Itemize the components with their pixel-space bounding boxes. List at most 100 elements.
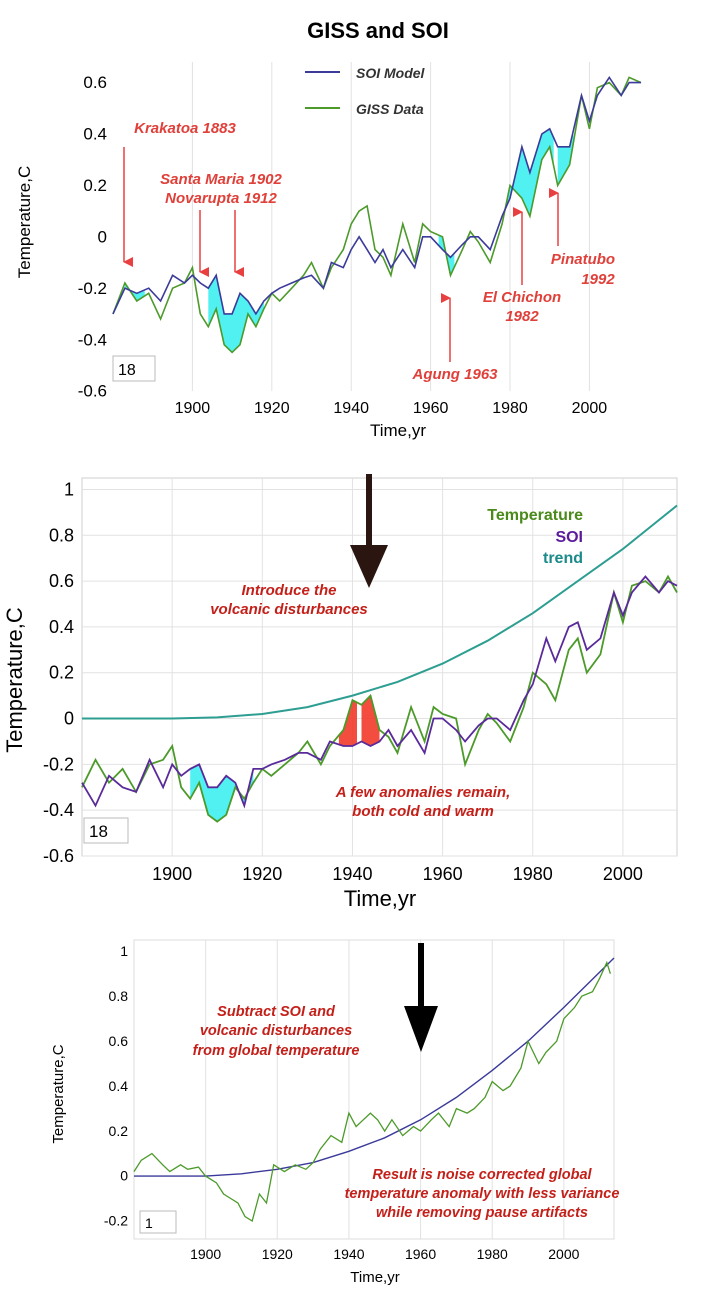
- arrow-shaft-panel3: [418, 943, 424, 1011]
- panel1-ylabel: Temperature,C: [15, 166, 34, 278]
- annotation-el-chichon: El Chichon: [483, 289, 561, 306]
- panel3: 1 0.8 0.6 0.4 0.2 0 -0.2 1900 1920 1940 1960 1980 2…: [50, 939, 620, 1286]
- figure-title: GISS and SOI: [307, 18, 449, 43]
- annotation-subtract-3: from global temperature: [193, 1043, 360, 1059]
- panel3-xtick-label: 1920: [262, 1246, 293, 1262]
- legend-giss-data-label: GISS Data: [356, 101, 424, 117]
- legend-trend: trend: [543, 550, 583, 567]
- panel2-xtick-label: 1920: [242, 864, 282, 884]
- panel1-value-box[interactable]: [112, 355, 156, 382]
- legend-soi: SOI: [555, 529, 583, 546]
- panel2-xtick-label: 2000: [603, 864, 643, 884]
- panel3-ylabel: Temperature,C: [50, 1044, 67, 1143]
- panel2-ytick-label: 0.2: [49, 663, 74, 683]
- panel1-xtick-label: 1960: [413, 400, 449, 417]
- annotation-subtract-2: volcanic disturbances: [200, 1023, 352, 1039]
- panel3-ytick-label: -0.2: [104, 1213, 128, 1229]
- annotation-novarupta: Novarupta 1912: [165, 190, 277, 207]
- panel1-value-box-text: 18: [118, 362, 136, 379]
- panel3-y-ticks: 1 0.8 0.6 0.4 0.2 0 -0.2: [104, 943, 128, 1229]
- panel2-ylabel: Temperature,C: [2, 607, 27, 753]
- panel1-series-lines: [112, 75, 642, 354]
- panel3-ytick-label: 0.8: [109, 988, 129, 1004]
- panel2-ytick-label: 0.6: [49, 571, 74, 591]
- panel1-ytick-label: 0.2: [83, 176, 107, 195]
- panel2: 10.80.60.40.20-0.2-0.4-0.6 1900 1920 1940 1…: [2, 474, 678, 911]
- panel2-y-ticks: 1 0.8 0.6 0.4 0.2 0 -0.2 -0.4 -0.6: [43, 479, 74, 866]
- panel1-xtick-label: 1920: [254, 400, 290, 417]
- legend-temperature: Temperature: [487, 507, 583, 524]
- panel2-xtick-label: 1980: [513, 864, 553, 884]
- annotation-result-1: Result is noise corrected global: [372, 1167, 592, 1183]
- panel3-ytick-label: 0.4: [109, 1078, 129, 1094]
- panel3-ytick-label: 0: [120, 1168, 128, 1184]
- annotation-agung: Agung 1963: [411, 366, 498, 383]
- annotation-santa-maria: Santa Maria 1902: [160, 171, 282, 188]
- panel2-anomaly-fills: [190, 695, 380, 822]
- panel1-ytick-label: -0.4: [78, 330, 107, 349]
- panel3-xlabel: Time,yr: [350, 1269, 399, 1286]
- panel3-ytick-label: 1: [120, 943, 128, 959]
- panel2-trend-line: [82, 504, 678, 720]
- panel2-ytick-label: -0.4: [43, 800, 74, 820]
- annotation-pinatubo: Pinatubo: [551, 251, 615, 268]
- annotation-subtract-1: Subtract SOI and: [217, 1004, 336, 1020]
- annotation-pinatubo-year: 1992: [581, 271, 615, 288]
- annotation-result-2: temperature anomaly with less variance: [345, 1186, 620, 1202]
- panel2-red-fill-0: [338, 700, 357, 746]
- panel2-xtick-label: 1900: [152, 864, 192, 884]
- panel2-ytick-label: 0.4: [49, 617, 74, 637]
- annotation-anomalies-2: both cold and warm: [352, 803, 494, 820]
- panel2-ytick-label: 0.8: [49, 525, 74, 545]
- panel3-xtick-label: 2000: [548, 1246, 579, 1262]
- panel1-ytick-label: -0.6: [78, 382, 107, 401]
- annotation-anomalies-1: A few anomalies remain,: [335, 784, 511, 801]
- panel2-ytick-label: -0.6: [43, 846, 74, 866]
- panel3-frame: [133, 939, 615, 1240]
- panel3-xtick-label: 1940: [333, 1246, 364, 1262]
- panel2-ytick-label: 1: [64, 479, 74, 499]
- panel1: 0.60.40.20-0.2-0.4-0.6 1900 1920 1940 1960 1…: [15, 62, 642, 440]
- panel3-ytick-label: 0.2: [109, 1123, 129, 1139]
- panel2-xtick-label: 1940: [332, 864, 372, 884]
- panel2-ytick-label: -0.2: [43, 754, 74, 774]
- panel2-xtick-label: 1960: [423, 864, 463, 884]
- panel3-trend-line: [134, 957, 615, 1177]
- panel1-cyan-fill-4: [557, 129, 574, 186]
- down-arrow-panel3-icon: [404, 1006, 438, 1052]
- panel3-xtick-label: 1900: [190, 1246, 221, 1262]
- annotation-krakatoa: Krakatoa 1883: [134, 120, 236, 137]
- panel3-xtick-label: 1980: [477, 1246, 508, 1262]
- panel1-ytick-label: 0.6: [83, 73, 107, 92]
- panel1-xtick-label: 1900: [175, 400, 211, 417]
- panel1-cyan-fill-0: [124, 283, 145, 301]
- panel1-soi-line: [112, 75, 641, 316]
- annotation-introduce-1: Introduce the: [241, 582, 336, 599]
- panel1-xlabel: Time,yr: [370, 421, 426, 440]
- panel3-value-box[interactable]: [139, 1210, 177, 1234]
- panel2-value-box[interactable]: [83, 817, 129, 844]
- panel1-ytick-label: -0.2: [78, 279, 107, 298]
- panel1-xtick-label: 1940: [333, 400, 369, 417]
- panel1-giss-line: [112, 76, 642, 354]
- panel3-x-ticks: 1900 1920 1940 1960 1980 2000: [190, 1246, 580, 1262]
- panel2-ytick-label: 0: [64, 709, 74, 729]
- panel3-value-box-text: 1: [145, 1215, 153, 1231]
- annotation-result-3: while removing pause artifacts: [376, 1205, 588, 1221]
- down-arrow-panel2-icon: [350, 545, 388, 588]
- annotation-introduce-2: volcanic disturbances: [210, 601, 368, 618]
- panel3-ytick-label: 0.6: [109, 1033, 129, 1049]
- panel2-cyan-fill-0: [190, 764, 254, 822]
- annotation-el-chichon-year: 1982: [505, 308, 539, 325]
- panel1-y-ticks: 0.6 0.4 0.2 0 -0.2 -0.4 -0.6: [78, 73, 107, 400]
- panel1-ytick-label: 0.4: [83, 125, 107, 144]
- panel2-xlabel: Time,yr: [344, 886, 417, 911]
- panel2-x-ticks: 1900 1920 1940 1960 1980 2000: [152, 864, 643, 884]
- panel1-xtick-label: 1980: [492, 400, 528, 417]
- panel2-value-box-text: 18: [89, 822, 108, 841]
- panel3-series-lines: [133, 957, 615, 1223]
- panel1-x-ticks: 1900 1920 1940 1960 1980 2000: [175, 400, 608, 417]
- panel3-xtick-label: 1960: [405, 1246, 436, 1262]
- arrow-shaft-panel2: [366, 474, 372, 550]
